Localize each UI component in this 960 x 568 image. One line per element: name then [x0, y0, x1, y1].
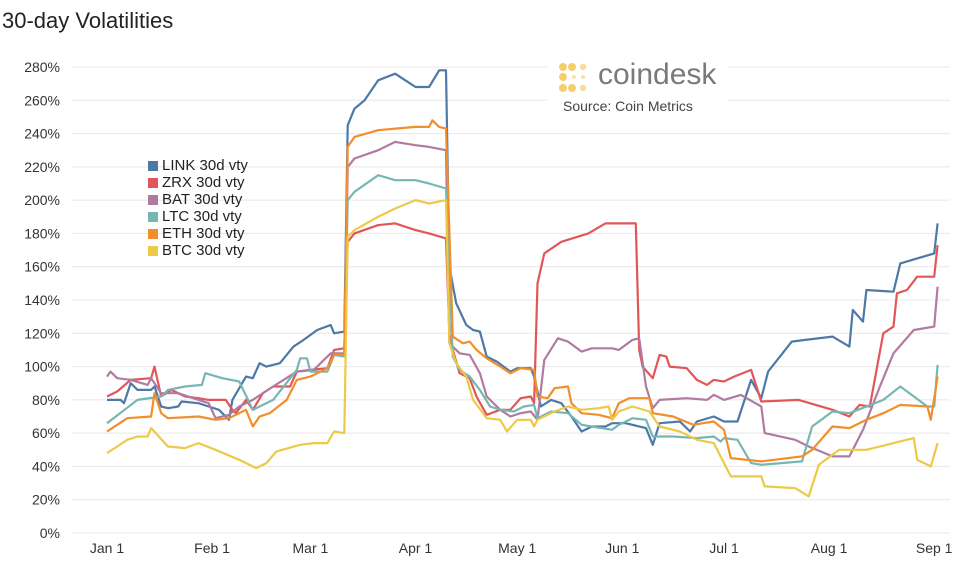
y-tick-label: 0% — [40, 525, 60, 541]
series-line-eth — [106, 119, 939, 463]
coindesk-branding: coindesk Source: Coin Metrics — [548, 58, 728, 118]
legend-swatch — [148, 194, 158, 205]
y-tick-label: 40% — [32, 458, 60, 474]
coindesk-logo-icon — [559, 63, 587, 92]
legend-label: BAT 30d vty — [162, 191, 243, 208]
legend-item: BAT 30d vty — [148, 191, 248, 208]
x-tick-label: May 1 — [498, 540, 536, 556]
x-tick-label: Jan 1 — [90, 540, 124, 556]
x-tick-label: Jun 1 — [605, 540, 639, 556]
y-tick-label: 180% — [24, 225, 60, 241]
gridlines — [72, 66, 950, 534]
legend-swatch — [148, 245, 158, 256]
legend-item: ZRX 30d vty — [148, 174, 248, 191]
y-tick-label: 260% — [24, 92, 60, 108]
y-tick-label: 120% — [24, 325, 60, 341]
legend-swatch — [148, 211, 158, 222]
legend-label: LTC 30d vty — [162, 208, 242, 225]
legend-item: BTC 30d vty — [148, 242, 248, 259]
legend: LINK 30d vty ZRX 30d vty BAT 30d vty LTC 30… — [148, 157, 248, 259]
chart-title: 30-day Volatilities — [2, 8, 174, 33]
x-tick-label: Aug 1 — [811, 540, 848, 556]
y-tick-label: 140% — [24, 292, 60, 308]
legend-label: ZRX 30d vty — [162, 174, 245, 191]
y-tick-label: 220% — [24, 159, 60, 175]
legend-swatch — [148, 228, 158, 239]
legend-swatch — [148, 160, 158, 171]
y-tick-label: 160% — [24, 259, 60, 275]
y-tick-label: 100% — [24, 359, 60, 375]
x-tick-label: Sep 1 — [916, 540, 953, 556]
x-axis: Jan 1 Feb 1 Mar 1 Apr 1 May 1 Jun 1 Jul 1 Aug 1… — [90, 540, 953, 556]
legend-item: LTC 30d vty — [148, 208, 248, 225]
series-line-bat — [106, 140, 939, 458]
legend-item: ETH 30d vty — [148, 225, 248, 242]
y-tick-label: 280% — [24, 59, 60, 75]
y-tick-label: 240% — [24, 126, 60, 142]
legend-label: ETH 30d vty — [162, 225, 245, 242]
legend-swatch — [148, 177, 158, 188]
y-axis: 0% 20% 40% 60% 80% 100% 120% 140% 160% 180% 200% 22… — [24, 59, 60, 541]
source-note: Source: Coin Metrics — [563, 98, 693, 114]
y-tick-label: 80% — [32, 392, 60, 408]
x-tick-label: Jul 1 — [709, 540, 739, 556]
series-line-link — [107, 69, 939, 446]
y-tick-label: 20% — [32, 492, 60, 508]
x-tick-label: Feb 1 — [194, 540, 230, 556]
series-line-btc — [106, 199, 939, 498]
series-line-ltc — [106, 174, 939, 466]
y-tick-label: 60% — [32, 425, 60, 441]
legend-label: LINK 30d vty — [162, 157, 248, 174]
x-tick-label: Mar 1 — [293, 540, 329, 556]
y-tick-label: 200% — [24, 192, 60, 208]
legend-item: LINK 30d vty — [148, 157, 248, 174]
coindesk-wordmark: coindesk — [598, 58, 717, 91]
x-tick-label: Apr 1 — [399, 540, 433, 556]
legend-label: BTC 30d vty — [162, 242, 245, 259]
series-lines — [106, 69, 939, 498]
